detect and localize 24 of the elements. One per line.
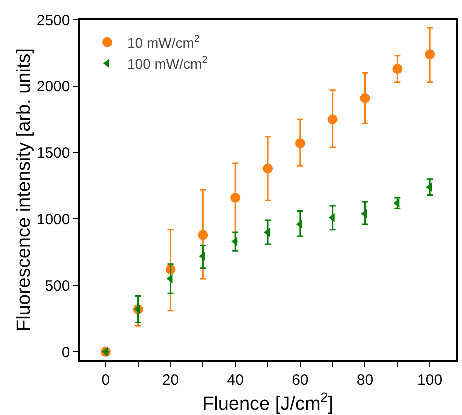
x-tick-label: 40 (227, 372, 244, 389)
x-tick-label: 20 (162, 372, 180, 389)
x-tick-label: 100 (418, 372, 443, 389)
point (263, 164, 273, 174)
y-tick-label: 2500 (36, 12, 70, 30)
legend-label: 100 mW/cm$^{2}$ (128, 55, 208, 72)
x-tick-label: 60 (292, 372, 309, 389)
point (425, 50, 436, 60)
x-axis-title: Fluence [J/cm$^{2}$] (202, 390, 334, 415)
y-tick-label: 2000 (36, 78, 70, 96)
y-tick-label: 0 (62, 344, 70, 362)
point (230, 192, 241, 203)
point (328, 114, 338, 125)
point (295, 138, 306, 149)
x-tick-label: 0 (102, 372, 110, 389)
legend-label: 10 mW/cm$^{2}$ (128, 34, 200, 51)
x-tick-label: 80 (356, 372, 374, 389)
y-tick-label: 1000 (36, 211, 70, 228)
y-tick-label: 1500 (36, 145, 70, 162)
point (392, 64, 403, 74)
point (198, 230, 208, 240)
y-tick-label: 500 (45, 278, 70, 295)
y-axis-title: Fluorescence intensity [arb. units] (14, 48, 35, 332)
point (360, 93, 370, 104)
